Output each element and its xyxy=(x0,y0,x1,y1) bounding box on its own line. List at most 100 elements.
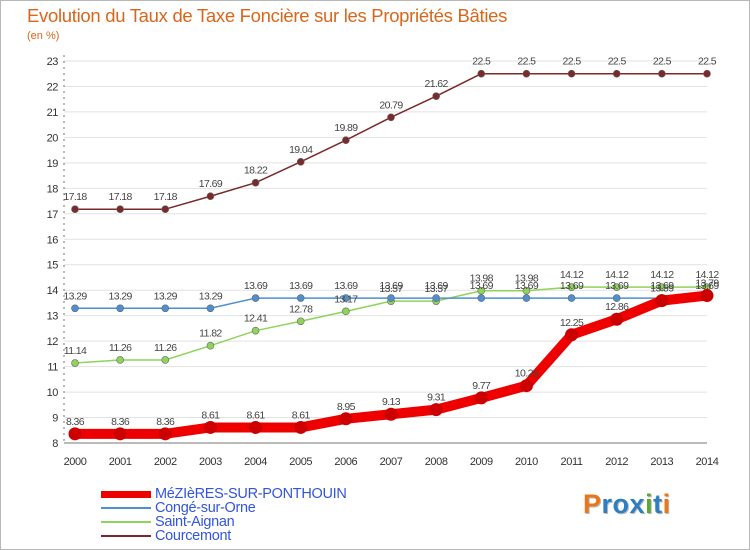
legend-item-courcemont[interactable]: Courcemont xyxy=(101,529,347,543)
brand-letter: t xyxy=(653,489,663,519)
data-label-conge-2000: 13.29 xyxy=(63,290,87,302)
data-label-conge-2006: 13.69 xyxy=(334,280,358,292)
data-label-saint-aignan-2002: 11.26 xyxy=(154,342,177,354)
data-label-saint-aignan-2001: 11.26 xyxy=(109,342,132,354)
data-point-mezieres-2006 xyxy=(339,412,353,426)
data-label-courcemont-2004: 18.22 xyxy=(244,165,268,177)
data-label-mezieres-2011: 12.25 xyxy=(560,317,584,329)
data-label-mezieres-2007: 9.13 xyxy=(382,396,401,408)
y-axis-unit: (en %) xyxy=(27,30,60,42)
data-label-conge-2014: 13.69 xyxy=(695,280,719,292)
chart-title: Evolution du Taux de Taxe Foncière sur l… xyxy=(27,5,508,26)
data-label-conge-2001: 13.29 xyxy=(109,290,133,302)
x-tick-label-2012: 2012 xyxy=(605,456,628,468)
proxiti-logo: Proxiti xyxy=(583,489,671,520)
brand-letter: x xyxy=(629,489,646,519)
data-point-mezieres-2010 xyxy=(519,379,533,393)
data-label-conge-2013: 13.69 xyxy=(650,280,674,292)
data-point-saint-aignan-2009 xyxy=(477,286,486,295)
x-tick-label-2004: 2004 xyxy=(244,456,267,468)
data-label-mezieres-2000: 8.36 xyxy=(66,416,85,428)
legend-item-conge[interactable]: Congé-sur-Orne xyxy=(101,501,347,515)
legend: MéZIèRES-SUR-PONTHOUIN Congé-sur-Orne Sa… xyxy=(101,487,347,543)
x-tick-label-2005: 2005 xyxy=(289,456,312,468)
data-point-mezieres-2009 xyxy=(474,391,488,405)
legend-label-mezieres: MéZIèRES-SUR-PONTHOUIN xyxy=(155,486,347,502)
data-label-courcemont-2009: 22.5 xyxy=(472,56,491,68)
data-point-conge-2011 xyxy=(567,294,576,302)
series-line-courcemont xyxy=(74,72,708,210)
data-label-saint-aignan-2010: 13.98 xyxy=(515,273,539,285)
legend-swatch-courcemont xyxy=(101,535,151,537)
legend-item-mezieres[interactable]: MéZIèRES-SUR-PONTHOUIN xyxy=(101,487,347,501)
data-label-mezieres-2010: 10.25 xyxy=(515,368,539,380)
y-tick-label-17: 17 xyxy=(47,209,59,221)
data-label-mezieres-2004: 8.61 xyxy=(247,409,266,421)
data-point-conge-2001 xyxy=(116,304,124,313)
data-label-courcemont-2003: 17.69 xyxy=(199,178,223,190)
data-point-courcemont-2010 xyxy=(522,69,531,78)
data-label-conge-2003: 13.29 xyxy=(199,290,223,302)
y-tick-label-16: 16 xyxy=(47,234,59,246)
data-point-conge-2005 xyxy=(296,294,305,302)
legend-item-saint-aignan[interactable]: Saint-Aignan xyxy=(101,515,347,529)
x-tick-label-2007: 2007 xyxy=(380,456,403,468)
data-label-saint-aignan-2000: 11.14 xyxy=(64,345,87,357)
y-tick-label-19: 19 xyxy=(47,158,59,170)
data-point-saint-aignan-2010 xyxy=(522,286,531,295)
x-tick-label-2013: 2013 xyxy=(650,456,673,468)
data-point-courcemont-2009 xyxy=(477,69,486,78)
data-point-mezieres-2013 xyxy=(655,294,669,308)
data-point-courcemont-2002 xyxy=(161,205,170,214)
y-tick-label-20: 20 xyxy=(47,132,59,144)
data-label-mezieres-2003: 8.61 xyxy=(201,409,220,421)
x-tick-label-2009: 2009 xyxy=(470,456,493,468)
x-tick-label-2014: 2014 xyxy=(696,456,719,468)
data-label-courcemont-2000: 17.18 xyxy=(63,191,87,203)
data-label-courcemont-2007: 20.79 xyxy=(379,99,403,111)
data-label-conge-2004: 13.69 xyxy=(244,280,268,292)
data-label-conge-2002: 13.29 xyxy=(154,290,178,302)
data-point-conge-2000 xyxy=(71,304,79,313)
data-point-courcemont-2006 xyxy=(342,136,350,145)
data-point-mezieres-2004 xyxy=(249,420,263,434)
data-point-courcemont-2012 xyxy=(612,69,621,78)
data-label-saint-aignan-2014: 14.12 xyxy=(695,269,719,281)
y-tick-label-22: 22 xyxy=(47,81,59,93)
y-tick-label-10: 10 xyxy=(47,387,59,399)
data-point-courcemont-2001 xyxy=(116,205,124,214)
data-label-saint-aignan-2004: 12.41 xyxy=(244,313,268,325)
brand-letter: i xyxy=(645,489,654,519)
data-label-conge-2010: 13.69 xyxy=(515,280,539,292)
x-tick-label-2003: 2003 xyxy=(199,456,222,468)
data-label-saint-aignan-2013: 14.12 xyxy=(650,269,674,281)
data-label-mezieres-2012: 12.86 xyxy=(605,301,629,313)
y-tick-label-9: 9 xyxy=(52,413,58,425)
data-point-mezieres-2001 xyxy=(113,427,127,441)
data-label-courcemont-2010: 22.5 xyxy=(517,56,536,68)
data-label-conge-2005: 13.69 xyxy=(289,280,313,292)
data-label-mezieres-2006: 8.95 xyxy=(337,401,356,413)
data-point-conge-2002 xyxy=(161,304,170,313)
data-point-courcemont-2000 xyxy=(71,205,79,214)
data-label-courcemont-2014: 22.5 xyxy=(698,56,717,68)
data-label-saint-aignan-2007: 13.57 xyxy=(379,283,403,295)
x-tick-label-2006: 2006 xyxy=(334,456,357,468)
legend-label-conge: Congé-sur-Orne xyxy=(155,500,256,516)
data-point-mezieres-2008 xyxy=(429,403,443,417)
data-label-mezieres-2005: 8.61 xyxy=(292,409,311,421)
data-point-mezieres-2007 xyxy=(384,407,398,421)
y-tick-label-14: 14 xyxy=(47,285,59,297)
x-tick-label-2010: 2010 xyxy=(515,456,538,468)
data-point-courcemont-2007 xyxy=(387,113,395,122)
data-point-saint-aignan-2000 xyxy=(71,359,79,367)
data-label-courcemont-2013: 22.5 xyxy=(653,56,672,68)
data-point-saint-aignan-2001 xyxy=(116,356,124,364)
y-tick-label-15: 15 xyxy=(47,260,59,272)
y-tick-label-21: 21 xyxy=(47,107,59,119)
data-label-mezieres-2013: 13.59 xyxy=(650,283,674,295)
data-point-courcemont-2004 xyxy=(251,178,260,187)
data-label-courcemont-2002: 17.18 xyxy=(154,191,178,203)
